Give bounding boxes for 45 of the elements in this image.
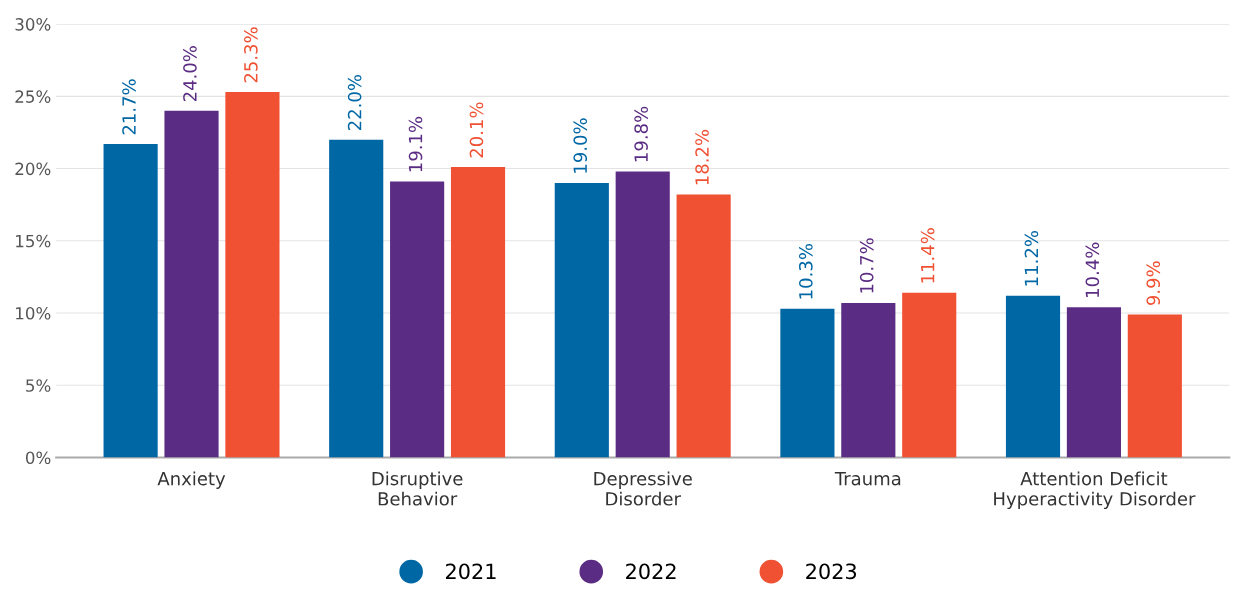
bar xyxy=(902,292,957,458)
x-tick-label: Trauma xyxy=(834,471,901,486)
y-tick-label: 30% xyxy=(15,18,51,31)
data-label: 10.4% xyxy=(1085,242,1100,297)
data-label: 20.1% xyxy=(469,102,484,158)
data-label: 21.7% xyxy=(122,79,136,135)
data-label: 10.3% xyxy=(798,244,813,299)
data-label: 25.3% xyxy=(244,27,258,83)
bar xyxy=(1066,307,1121,458)
data-label: 18.2% xyxy=(695,129,709,185)
data-label: 11.4% xyxy=(920,228,935,283)
y-tick-label: 0% xyxy=(25,451,51,465)
x-tick-label: Disruptive Behavior xyxy=(372,471,463,506)
bar xyxy=(103,144,158,458)
data-label: 19.1% xyxy=(408,116,423,172)
data-label: 22.0% xyxy=(347,74,362,131)
data-label: 11.2% xyxy=(1024,231,1039,286)
data-label: 10.7% xyxy=(859,238,874,293)
bar xyxy=(1005,295,1061,458)
bar xyxy=(164,110,219,458)
bar xyxy=(615,171,670,458)
legend-label: 2021 xyxy=(446,563,496,580)
bar xyxy=(225,91,280,458)
bar xyxy=(1127,314,1182,458)
bar xyxy=(554,183,609,458)
y-tick-label: 5% xyxy=(26,379,51,392)
bar xyxy=(390,181,445,458)
data-label: 19.8% xyxy=(634,106,648,162)
y-tick-label: 20% xyxy=(15,162,51,176)
bar xyxy=(841,302,896,458)
data-label: 24.0% xyxy=(183,46,197,102)
data-label: 19.0% xyxy=(573,118,588,173)
bar xyxy=(780,308,835,458)
bar xyxy=(676,194,731,458)
data-label: 9.9% xyxy=(1146,261,1161,306)
bar xyxy=(329,139,384,458)
y-tick-label: 10% xyxy=(16,307,51,320)
x-tick-label: Depressive Disorder xyxy=(594,471,692,506)
y-tick-label: 25% xyxy=(15,90,51,103)
bar xyxy=(450,167,506,458)
legend-label: 2022 xyxy=(626,563,676,580)
legend-label: 2023 xyxy=(806,563,857,580)
x-tick-label: Anxiety xyxy=(157,471,226,489)
x-tick-label: Attention Deficit Hyperactivity Disorder xyxy=(994,471,1196,510)
y-tick-label: 15% xyxy=(16,234,51,248)
